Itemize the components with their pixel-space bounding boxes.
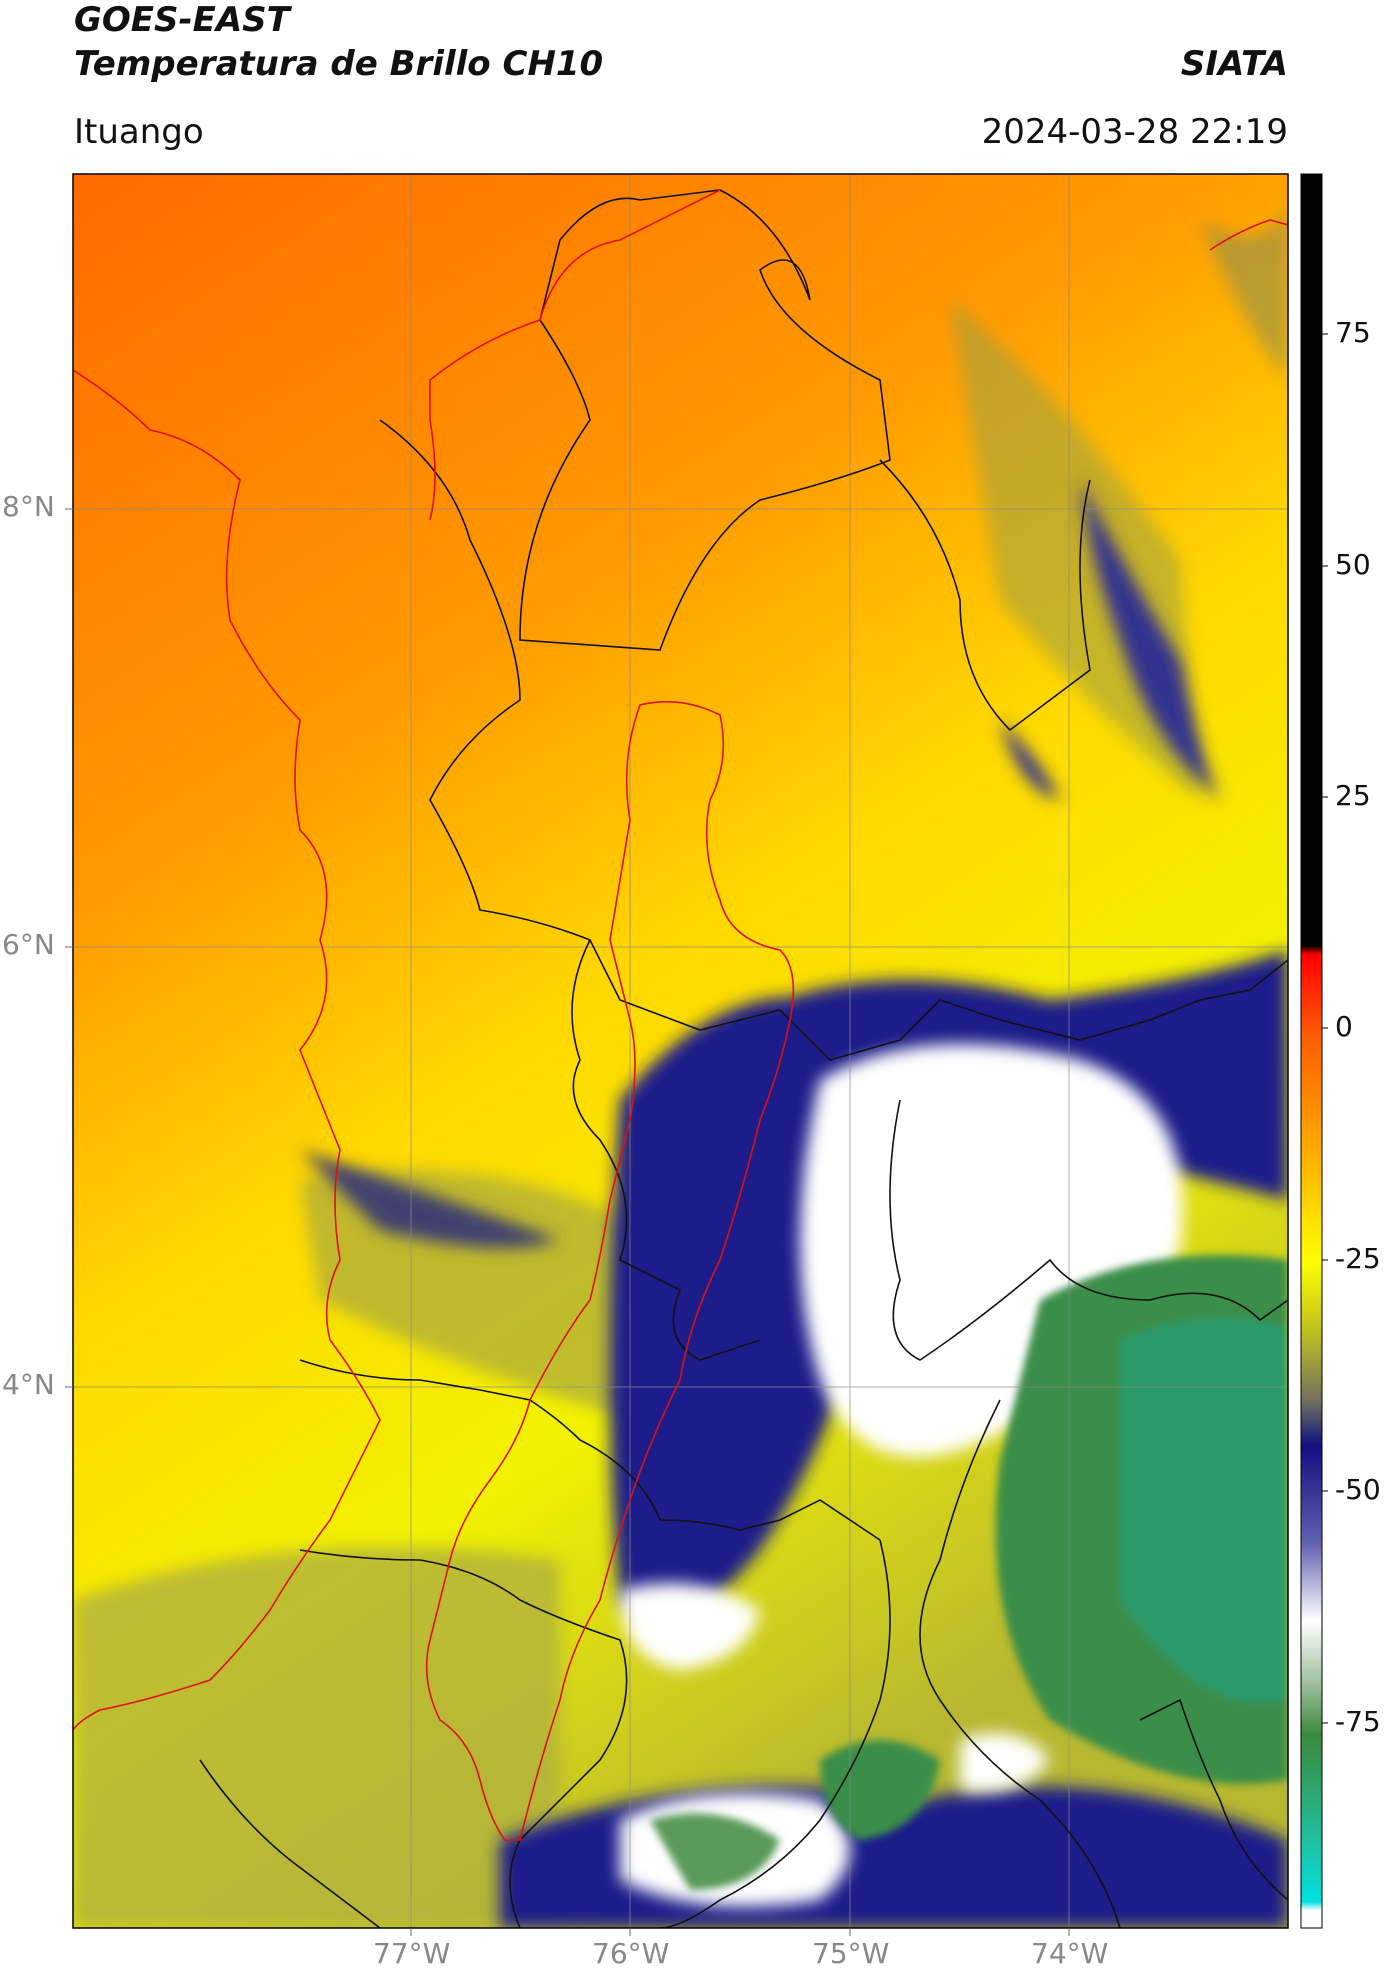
lon-label-76w: 76°W <box>592 1937 670 1970</box>
region-label: Ituango <box>74 112 204 152</box>
colorbar-tick-minus25: -25 <box>1335 1242 1381 1275</box>
satellite-title: GOES-EAST <box>74 0 290 40</box>
department-boundaries <box>199 189 1288 1928</box>
coastline-and-basin <box>73 189 1288 1841</box>
product-title: Temperatura de Brillo CH10 <box>74 44 604 84</box>
colorbar-tick-minus50: -50 <box>1335 1473 1381 1506</box>
lon-label-75w: 75°W <box>812 1937 890 1970</box>
axis-ticks <box>65 508 1070 1936</box>
datetime-label: 2024-03-28 22:19 <box>981 112 1288 152</box>
brightness-temperature-field <box>73 174 1288 1928</box>
colorbar-tick-0: 0 <box>1335 1010 1353 1043</box>
colorbar-tick-50: 50 <box>1335 548 1371 581</box>
lat-label-4n: 4°N <box>2 1368 55 1401</box>
lon-label-77w: 77°W <box>373 1937 451 1970</box>
colorbar-tick-minus75: -75 <box>1335 1705 1381 1738</box>
map-frame <box>72 173 1289 1929</box>
colorbar <box>1300 173 1328 1929</box>
lat-label-8n: 8°N <box>2 490 55 523</box>
lon-label-74w: 74°W <box>1031 1937 1109 1970</box>
lat-label-6n: 6°N <box>2 928 55 961</box>
colorbar-tick-25: 25 <box>1335 779 1371 812</box>
colorbar-tick-75: 75 <box>1335 316 1371 349</box>
organization-label: SIATA <box>1180 44 1288 84</box>
graticule <box>73 174 1288 1928</box>
